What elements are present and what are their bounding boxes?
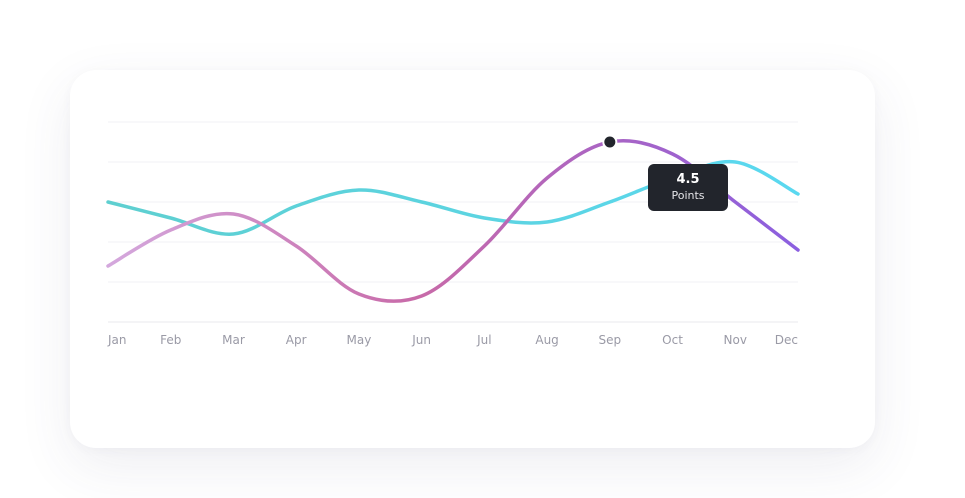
markers bbox=[602, 134, 618, 150]
x-tick-label: Dec bbox=[775, 333, 798, 347]
x-tick-label: Jul bbox=[476, 333, 491, 347]
highlight-point bbox=[604, 136, 616, 148]
chart-card: Jan Feb Mar Apr May Jun Jul Aug Sep Oct Nov Dec 4.5… bbox=[70, 70, 875, 448]
tooltip-value: 4.5 bbox=[676, 172, 700, 187]
x-tick-label: Mar bbox=[222, 333, 245, 347]
x-tick-label: Nov bbox=[724, 333, 747, 347]
x-tick-label: Feb bbox=[160, 333, 181, 347]
grid bbox=[108, 121, 798, 323]
x-tick-label: Aug bbox=[535, 333, 558, 347]
x-tick-label: Apr bbox=[286, 333, 307, 347]
tooltip-unit: Points bbox=[671, 189, 705, 202]
line-chart: Jan Feb Mar Apr May Jun Jul Aug Sep Oct Nov Dec bbox=[106, 121, 800, 347]
x-axis-labels: Jan Feb Mar Apr May Jun Jul Aug Sep Oct Nov Dec bbox=[107, 333, 798, 347]
x-tick-label: Sep bbox=[599, 333, 622, 347]
x-tick-label: Oct bbox=[662, 333, 683, 347]
x-tick-label: Jan bbox=[107, 333, 127, 347]
x-tick-label: May bbox=[347, 333, 372, 347]
series-line-1 bbox=[106, 139, 800, 303]
x-tick-label: Jun bbox=[411, 333, 431, 347]
chart-tooltip: 4.5 Points bbox=[648, 164, 728, 211]
